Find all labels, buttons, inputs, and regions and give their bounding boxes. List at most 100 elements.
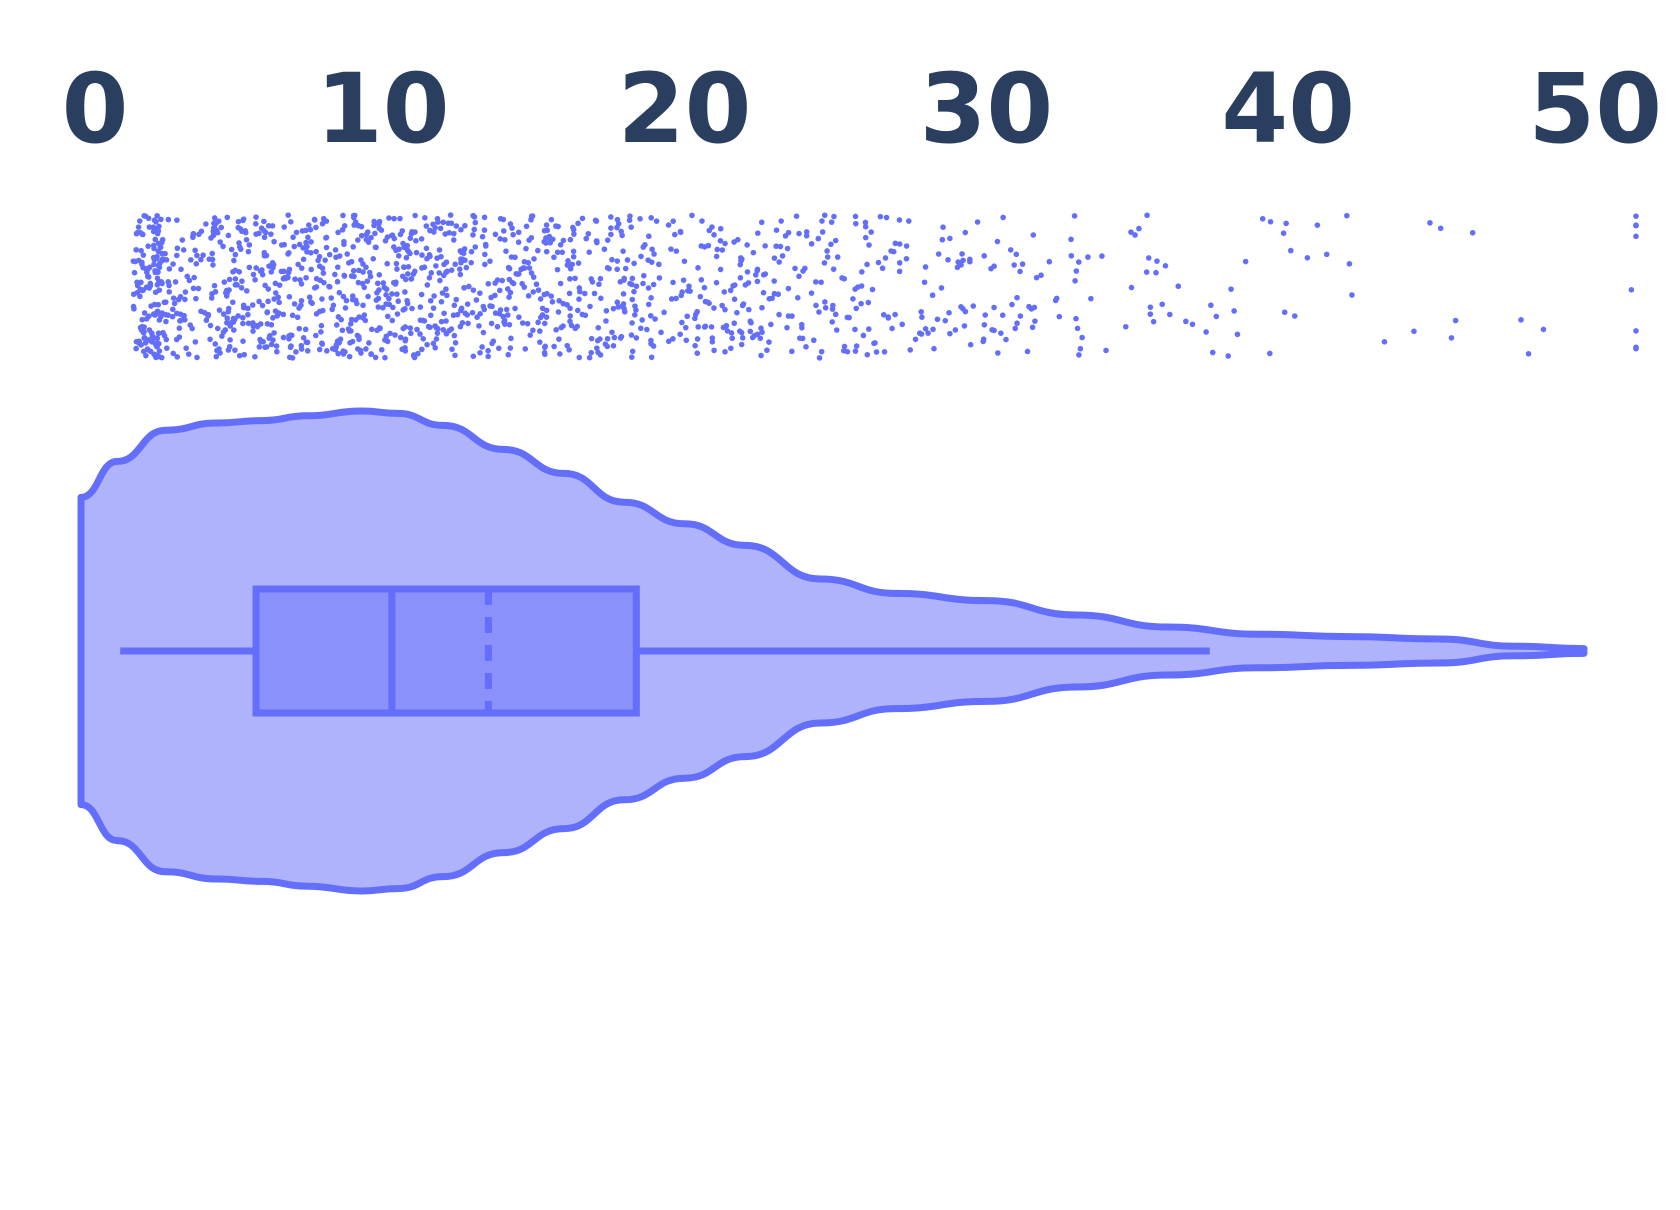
data-point xyxy=(722,240,728,247)
data-point xyxy=(174,217,180,223)
data-point xyxy=(159,250,165,257)
data-point xyxy=(673,248,680,254)
data-point xyxy=(705,242,712,249)
data-point xyxy=(402,348,409,354)
data-point xyxy=(776,259,782,265)
data-point xyxy=(999,312,1006,318)
data-point xyxy=(298,265,305,271)
data-point xyxy=(803,232,810,239)
data-point xyxy=(631,288,637,295)
data-point xyxy=(899,321,906,328)
data-point xyxy=(392,332,398,338)
data-point xyxy=(410,271,417,277)
data-point xyxy=(214,325,221,332)
data-point xyxy=(262,282,268,289)
data-point xyxy=(363,346,369,352)
data-point xyxy=(440,219,447,226)
data-point xyxy=(506,265,513,272)
data-point xyxy=(1068,252,1075,259)
data-point xyxy=(393,279,399,285)
data-point xyxy=(931,345,937,352)
data-point xyxy=(813,279,819,285)
data-point xyxy=(925,330,931,336)
data-point xyxy=(1225,353,1231,359)
data-point xyxy=(1017,313,1024,319)
data-point xyxy=(873,349,880,355)
data-point xyxy=(839,275,845,281)
data-point xyxy=(610,342,617,349)
data-point xyxy=(542,320,548,327)
data-point xyxy=(508,335,514,342)
data-point xyxy=(1128,229,1134,235)
data-point xyxy=(139,316,145,323)
data-point xyxy=(709,335,716,341)
data-point xyxy=(833,327,840,333)
data-point xyxy=(494,323,501,330)
data-point xyxy=(822,299,828,305)
data-point xyxy=(830,266,837,272)
data-point xyxy=(611,334,618,341)
data-point xyxy=(727,287,734,294)
data-point xyxy=(217,239,223,245)
data-point xyxy=(205,313,211,319)
data-point xyxy=(170,261,176,267)
data-point xyxy=(803,229,810,235)
data-point xyxy=(171,300,178,307)
data-point xyxy=(714,246,721,253)
data-point xyxy=(370,256,377,262)
data-point xyxy=(444,292,450,299)
data-point xyxy=(1074,325,1081,332)
data-point xyxy=(828,241,834,248)
data-point xyxy=(758,352,764,359)
data-point xyxy=(411,354,418,361)
data-point xyxy=(1071,213,1078,219)
data-point xyxy=(313,248,319,255)
data-point xyxy=(154,352,160,358)
data-point xyxy=(637,215,643,222)
data-point xyxy=(154,275,161,282)
data-point xyxy=(1427,220,1433,226)
data-point xyxy=(535,247,541,254)
data-point xyxy=(227,337,233,343)
data-point xyxy=(152,236,159,243)
data-point xyxy=(203,221,209,227)
data-point xyxy=(214,347,220,354)
data-point xyxy=(1068,236,1074,243)
data-point xyxy=(281,224,288,230)
data-point xyxy=(381,284,388,291)
data-point xyxy=(542,343,549,350)
data-point xyxy=(1009,301,1015,308)
data-point xyxy=(437,277,443,284)
data-point xyxy=(319,265,326,272)
data-point xyxy=(394,291,400,297)
data-point xyxy=(418,291,425,298)
data-point xyxy=(818,279,824,286)
data-point xyxy=(1208,302,1214,309)
data-point xyxy=(174,354,181,360)
data-point xyxy=(173,336,180,343)
data-point xyxy=(591,290,598,297)
data-point xyxy=(174,245,181,252)
data-point xyxy=(302,326,309,333)
data-point xyxy=(159,236,166,243)
data-point xyxy=(190,234,196,241)
data-point xyxy=(1150,318,1157,325)
data-point xyxy=(597,275,604,282)
data-point xyxy=(656,275,663,281)
data-point xyxy=(323,218,330,224)
data-point xyxy=(819,229,826,235)
data-point xyxy=(252,221,259,227)
data-point xyxy=(386,215,392,221)
data-point xyxy=(439,290,446,296)
data-point xyxy=(595,324,602,331)
data-point xyxy=(481,214,488,221)
data-point xyxy=(414,326,420,333)
data-point xyxy=(287,344,294,351)
data-point xyxy=(365,293,371,300)
data-point xyxy=(1153,269,1159,276)
data-point xyxy=(265,222,272,229)
data-point xyxy=(594,345,600,351)
data-point xyxy=(152,289,159,296)
data-point xyxy=(397,215,403,222)
data-point xyxy=(737,261,744,268)
